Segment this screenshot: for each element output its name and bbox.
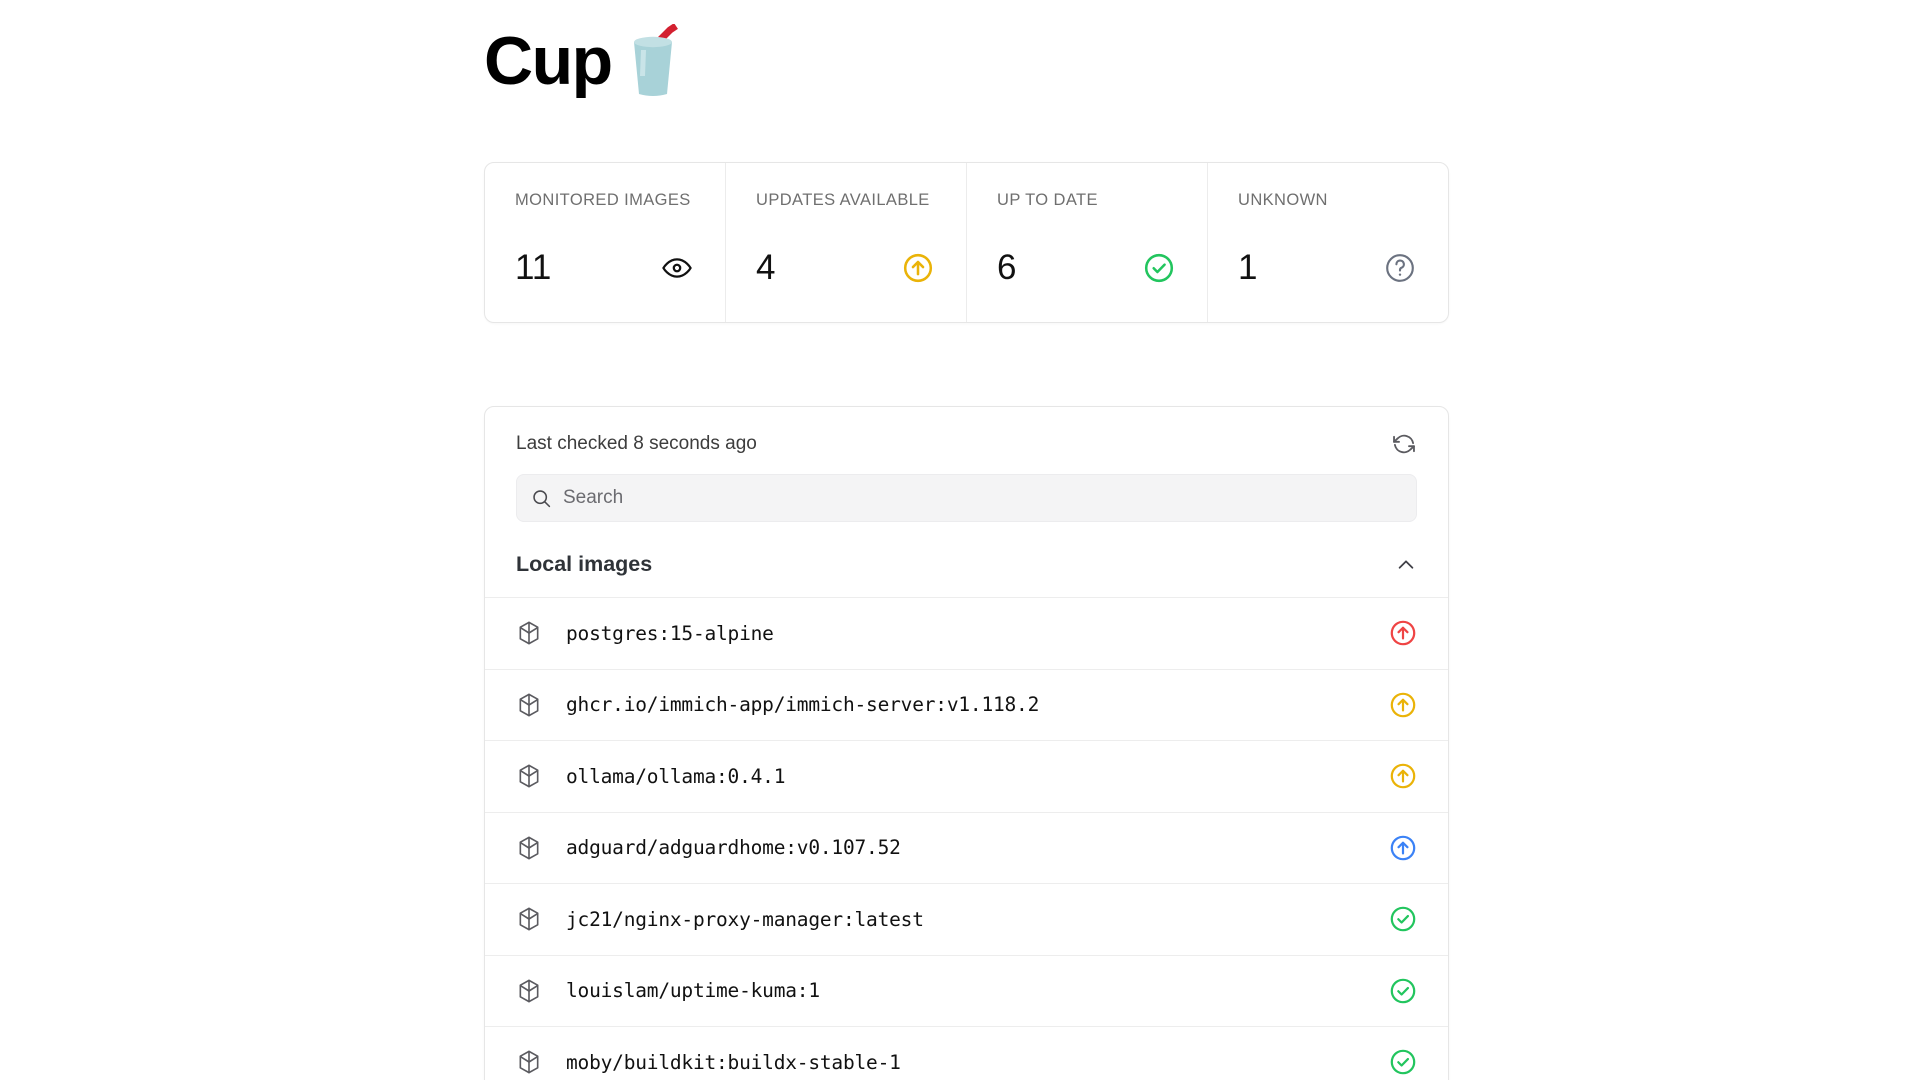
image-row[interactable]: moby/buildkit:buildx-stable-1: [485, 1026, 1448, 1080]
image-list: postgres:15-alpine ghcr.io/immich-app/im…: [485, 597, 1448, 1080]
image-name: adguard/adguardhome:v0.107.52: [566, 836, 901, 860]
status-minor-update-icon[interactable]: [1389, 691, 1417, 719]
box-icon: [516, 620, 542, 646]
image-row[interactable]: jc21/nginx-proxy-manager:latest: [485, 883, 1448, 955]
status-major-update-icon[interactable]: [1389, 619, 1417, 647]
image-name: moby/buildkit:buildx-stable-1: [566, 1050, 901, 1074]
stats-summary-card: MONITORED IMAGES 11 UPDATES AVAILABLE 4: [484, 162, 1449, 323]
eye-icon: [661, 252, 693, 284]
page-title: Cup: [484, 23, 613, 99]
section-title: Local images: [516, 552, 653, 576]
stat-label: UPDATES AVAILABLE: [756, 191, 930, 209]
image-name: ollama/ollama:0.4.1: [566, 764, 786, 788]
search-bar[interactable]: [516, 474, 1417, 522]
arrow-up-circle-icon: [902, 252, 934, 284]
stat-updates-available: UPDATES AVAILABLE 4: [725, 163, 966, 322]
status-patch-update-icon[interactable]: [1389, 834, 1417, 862]
last-checked-label: Last checked 8 seconds ago: [516, 433, 757, 454]
panel-toolbar: Last checked 8 seconds ago: [485, 407, 1448, 457]
image-row[interactable]: ollama/ollama:0.4.1: [485, 740, 1448, 812]
stat-row: 11: [515, 250, 695, 285]
chevron-up-icon[interactable]: [1395, 554, 1417, 576]
stat-row: 1: [1238, 250, 1418, 285]
box-icon: [516, 978, 542, 1004]
image-name: jc21/nginx-proxy-manager:latest: [566, 907, 924, 931]
section-header-local-images[interactable]: Local images: [516, 522, 1417, 597]
stat-row: 4: [756, 250, 936, 285]
image-name: ghcr.io/immich-app/immich-server:v1.118.…: [566, 693, 1040, 717]
question-circle-icon: [1384, 252, 1416, 284]
box-icon: [516, 835, 542, 861]
stat-label: MONITORED IMAGES: [515, 191, 691, 209]
app-header: Cup: [484, 23, 684, 99]
status-minor-update-icon[interactable]: [1389, 762, 1417, 790]
stat-label: UP TO DATE: [997, 191, 1098, 209]
status-up-to-date-icon[interactable]: [1389, 1048, 1417, 1076]
stat-monitored-images: MONITORED IMAGES 11: [485, 163, 725, 322]
stat-value: 11: [515, 248, 552, 287]
image-row[interactable]: ghcr.io/immich-app/immich-server:v1.118.…: [485, 668, 1448, 740]
image-row[interactable]: postgres:15-alpine: [485, 597, 1448, 669]
status-up-to-date-icon[interactable]: [1389, 905, 1417, 933]
image-row[interactable]: adguard/adguardhome:v0.107.52: [485, 811, 1448, 883]
image-name: postgres:15-alpine: [566, 621, 774, 645]
box-icon: [516, 1049, 542, 1075]
stat-up-to-date: UP TO DATE 6: [966, 163, 1207, 322]
search-icon: [531, 488, 552, 509]
box-icon: [516, 692, 542, 718]
stat-value: 1: [1238, 248, 1258, 287]
image-name: louislam/uptime-kuma:1: [566, 979, 820, 1003]
cup-with-straw-emoji-icon: [622, 23, 684, 98]
check-circle-icon: [1143, 252, 1175, 284]
stat-label: UNKNOWN: [1238, 191, 1328, 209]
stat-value: 4: [756, 248, 776, 287]
stat-unknown: UNKNOWN 1: [1207, 163, 1448, 322]
refresh-icon[interactable]: [1391, 431, 1417, 457]
status-up-to-date-icon[interactable]: [1389, 977, 1417, 1005]
stat-value: 6: [997, 248, 1017, 287]
search-input[interactable]: [563, 487, 1402, 509]
box-icon: [516, 906, 542, 932]
images-panel: Last checked 8 seconds ago Local im: [484, 406, 1449, 1080]
box-icon: [516, 763, 542, 789]
stat-row: 6: [997, 250, 1177, 285]
image-row[interactable]: louislam/uptime-kuma:1: [485, 954, 1448, 1026]
